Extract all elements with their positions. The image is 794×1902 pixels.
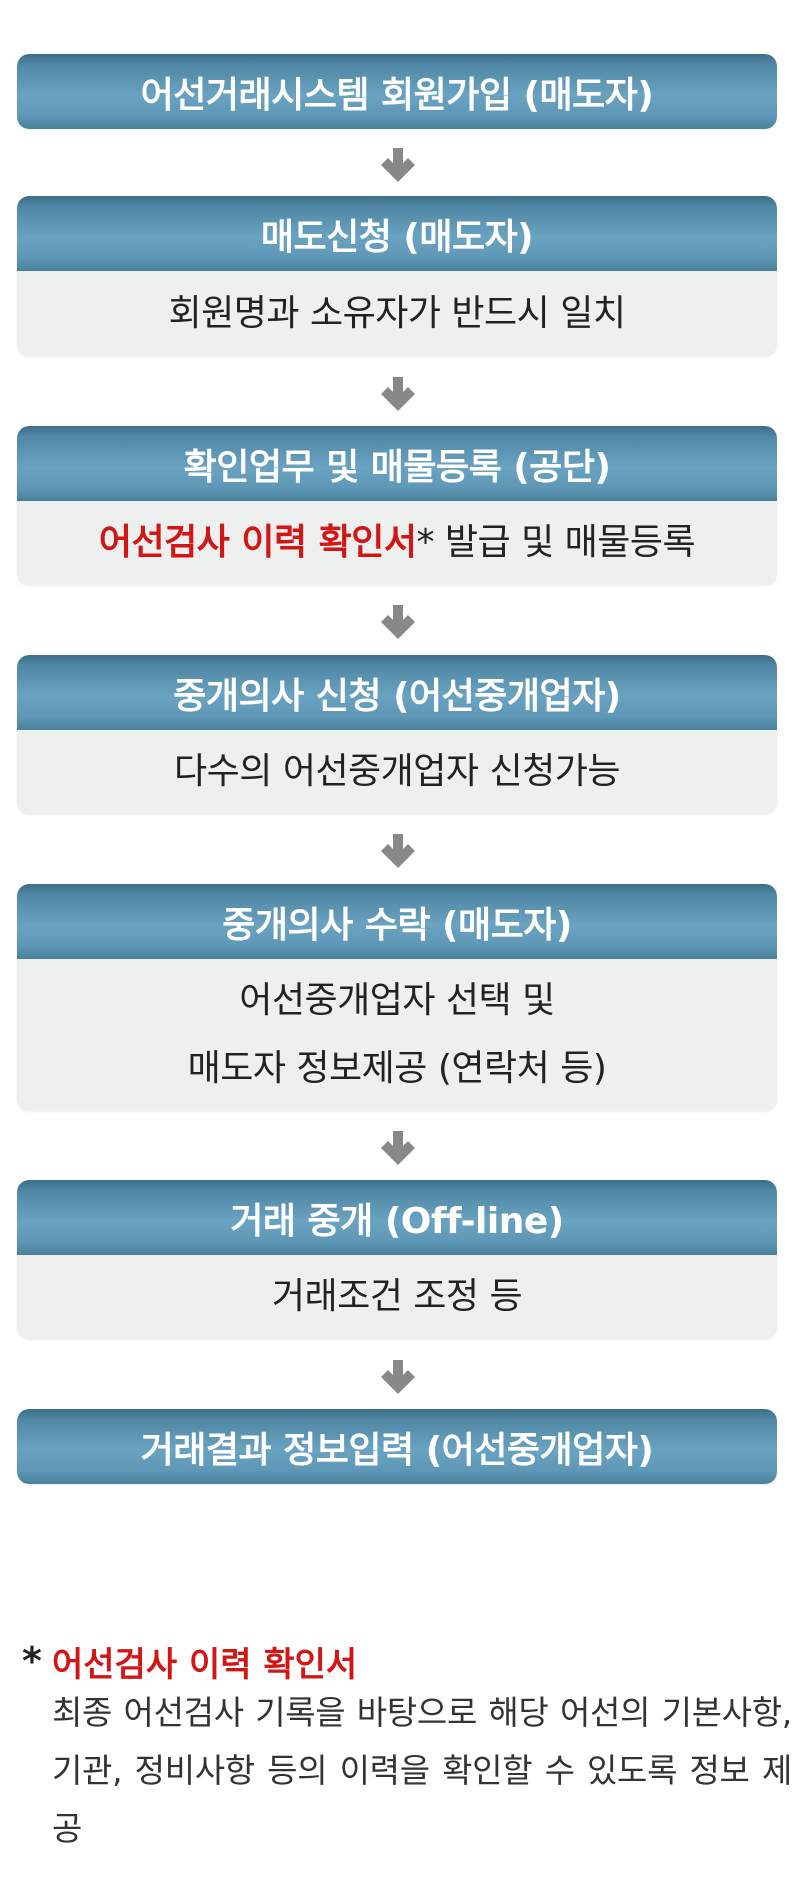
flow-step-brokerage-application: 중개의사 신청 (어선중개업자) 다수의 어선중개업자 신청가능 — [17, 655, 777, 814]
footnote-star: * — [22, 1639, 42, 1683]
footnote-marker: * — [416, 522, 434, 563]
down-arrow-icon — [381, 148, 415, 182]
step-description-line: 어선검사 이력 확인서* 발급 및 매물등록 — [98, 509, 696, 577]
down-arrow-icon — [381, 1360, 415, 1394]
down-arrow-icon — [381, 1131, 415, 1165]
step-title: 거래결과 정보입력 (어선중개업자) — [17, 1409, 777, 1484]
step-title: 거래 중개 (Off-line) — [17, 1180, 777, 1255]
flow-step-signup: 어선거래시스템 회원가입 (매도자) — [17, 54, 777, 129]
flow-step-sell-request: 매도신청 (매도자) 회원명과 소유자가 반드시 일치 — [17, 196, 777, 356]
inspection-history-highlight: 어선검사 이력 확인서 — [98, 522, 417, 563]
flow-step-result-entry: 거래결과 정보입력 (어선중개업자) — [17, 1409, 777, 1484]
step-title: 중개의사 신청 (어선중개업자) — [17, 655, 777, 730]
down-arrow-icon — [381, 377, 415, 411]
down-arrow-icon — [381, 605, 415, 639]
footnote-title: * 어선검사 이력 확인서 — [22, 1638, 782, 1685]
step-description-line: 거래조건 조정 등 — [271, 1276, 523, 1317]
down-arrow-icon — [381, 834, 415, 868]
step-description: 어선검사 이력 확인서* 발급 및 매물등록 — [17, 501, 777, 585]
step-description-line: 어선중개업자 선택 및 — [239, 980, 555, 1021]
step-title: 어선거래시스템 회원가입 (매도자) — [17, 54, 777, 129]
step-description: 어선중개업자 선택 및 매도자 정보제공 (연락처 등) — [17, 959, 777, 1111]
step-description: 회원명과 소유자가 반드시 일치 — [17, 271, 777, 356]
flow-step-brokerage-acceptance: 중개의사 수락 (매도자) 어선중개업자 선택 및 매도자 정보제공 (연락처 … — [17, 884, 777, 1111]
step-description-line: 매도자 정보제공 (연락처 등) — [187, 1048, 607, 1089]
step-description-rest: 발급 및 매물등록 — [433, 522, 696, 563]
step-title: 중개의사 수락 (매도자) — [17, 884, 777, 959]
flow-step-offline-brokerage: 거래 중개 (Off-line) 거래조건 조정 등 — [17, 1180, 777, 1339]
step-description-line: 회원명과 소유자가 반드시 일치 — [168, 292, 626, 334]
step-description-line: 다수의 어선중개업자 신청가능 — [174, 751, 620, 792]
step-title: 매도신청 (매도자) — [17, 196, 777, 271]
footnote: * 어선검사 이력 확인서 최종 어선검사 기록을 바탕으로 해당 어선의 기본… — [22, 1638, 792, 1858]
flow-step-verification: 확인업무 및 매물등록 (공단) 어선검사 이력 확인서* 발급 및 매물등록 — [17, 426, 777, 585]
footnote-description: 최종 어선검사 기록을 바탕으로 해당 어선의 기본사항, 기관, 정비사항 등… — [52, 1693, 792, 1848]
step-description: 거래조건 조정 등 — [17, 1255, 777, 1339]
footnote-term: 어선검사 이력 확인서 — [52, 1644, 358, 1685]
step-title: 확인업무 및 매물등록 (공단) — [17, 426, 777, 501]
step-description: 다수의 어선중개업자 신청가능 — [17, 730, 777, 814]
